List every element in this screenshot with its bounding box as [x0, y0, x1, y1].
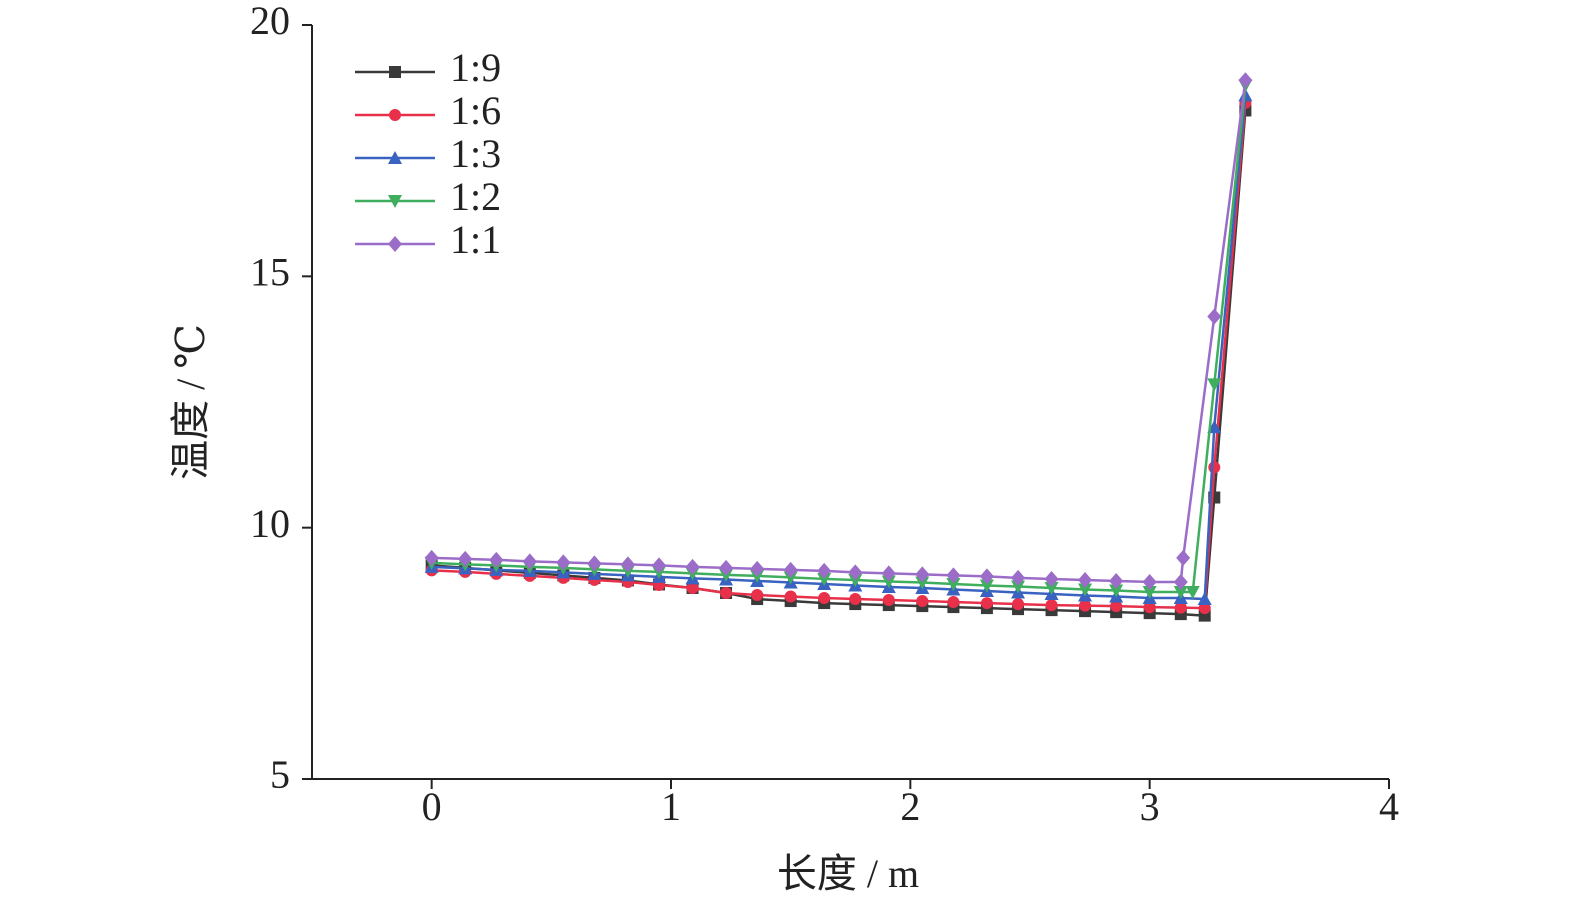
marker — [388, 236, 402, 252]
marker — [979, 568, 994, 585]
marker — [784, 590, 797, 603]
y-tick-label: 10 — [250, 501, 290, 546]
marker — [686, 581, 699, 594]
marker — [1011, 580, 1026, 594]
marker — [916, 595, 929, 608]
legend-label: 1:9 — [450, 45, 501, 90]
marker — [652, 557, 667, 574]
marker — [1045, 599, 1058, 612]
series-line — [431, 95, 1247, 601]
x-tick-label: 0 — [422, 784, 442, 829]
marker — [1142, 573, 1157, 590]
marker — [424, 549, 439, 566]
marker — [1198, 602, 1211, 615]
marker — [915, 566, 930, 583]
marker — [751, 589, 764, 602]
legend-label: 1:3 — [450, 131, 501, 176]
y-tick-label: 20 — [250, 0, 290, 43]
marker — [848, 573, 863, 587]
marker — [947, 596, 960, 609]
marker — [1143, 601, 1156, 614]
marker — [1173, 573, 1188, 590]
legend-label: 1:2 — [450, 174, 501, 219]
x-tick-label: 2 — [900, 784, 920, 829]
marker — [783, 561, 798, 578]
marker — [1110, 600, 1123, 613]
marker — [915, 576, 930, 590]
marker — [1208, 461, 1221, 474]
marker — [1238, 72, 1253, 89]
marker — [458, 550, 473, 567]
marker — [1185, 586, 1200, 600]
marker — [389, 66, 401, 78]
marker — [817, 572, 832, 586]
marker — [849, 593, 862, 606]
marker — [685, 558, 700, 575]
marker — [388, 195, 402, 208]
marker — [620, 556, 635, 573]
x-tick-label: 4 — [1379, 784, 1399, 829]
x-tick-label: 1 — [661, 784, 681, 829]
legend-label: 1:1 — [450, 217, 501, 262]
series-line — [431, 80, 1247, 584]
marker — [556, 554, 571, 571]
marker — [719, 559, 734, 576]
marker — [1079, 599, 1092, 612]
marker — [750, 560, 765, 577]
marker — [522, 553, 537, 570]
x-axis-label: 长度 / m — [777, 851, 919, 896]
series-line — [431, 110, 1247, 617]
marker — [489, 551, 504, 568]
series-line — [431, 102, 1247, 610]
marker — [1044, 570, 1059, 587]
marker — [881, 565, 896, 582]
y-tick-label: 5 — [270, 752, 290, 797]
marker — [817, 562, 832, 579]
series-line — [431, 85, 1247, 594]
marker — [1142, 586, 1157, 600]
marker — [979, 579, 994, 593]
marker — [1197, 592, 1212, 606]
marker — [1176, 549, 1191, 566]
marker — [1174, 601, 1187, 614]
marker — [882, 594, 895, 607]
marker — [1078, 583, 1093, 597]
y-tick-label: 15 — [250, 250, 290, 295]
marker — [1011, 569, 1026, 586]
marker — [980, 597, 993, 610]
marker — [818, 592, 831, 605]
marker — [1012, 598, 1025, 611]
marker — [1109, 572, 1124, 589]
marker — [881, 575, 896, 589]
y-axis-label: 温度 / ℃ — [168, 324, 213, 480]
marker — [1207, 378, 1222, 392]
marker — [946, 567, 961, 584]
marker — [1078, 571, 1093, 588]
marker — [946, 577, 961, 591]
marker — [388, 151, 402, 164]
legend-label: 1:6 — [450, 88, 501, 133]
marker — [848, 564, 863, 581]
marker — [389, 109, 401, 121]
marker — [720, 587, 733, 600]
marker — [1207, 308, 1222, 325]
marker — [587, 555, 602, 572]
marker — [1044, 581, 1059, 595]
marker — [1173, 586, 1188, 600]
x-tick-label: 3 — [1140, 784, 1160, 829]
marker — [783, 571, 798, 585]
marker — [1109, 584, 1124, 598]
